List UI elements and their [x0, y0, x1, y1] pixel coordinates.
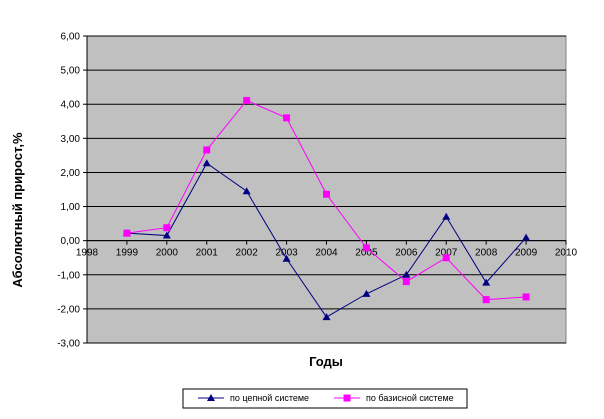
x-tick-label: 1999 — [116, 248, 139, 259]
data-point — [283, 114, 291, 122]
y-tick-label: 3,00 — [61, 134, 81, 145]
x-tick-label: 2002 — [236, 248, 259, 259]
x-tick-label: 2009 — [515, 248, 538, 259]
y-tick-labels: 6,00 5,00 4,00 3,00 2,00 1,00 0,00 -1,00 -2,00 -3… — [57, 32, 80, 350]
x-tick-labels: 1998 1999 2000 2001 2002 2003 2004 2005 2006 2007… — [76, 248, 578, 259]
data-point — [162, 231, 171, 239]
legend-label: по базисной системе — [366, 393, 454, 403]
axes — [83, 35, 567, 344]
y-axis-title: Абсолютный прирост,% — [10, 132, 25, 288]
data-point — [362, 244, 370, 252]
data-point — [402, 270, 411, 278]
x-tick-label: 2006 — [395, 248, 418, 259]
legend-box — [182, 388, 468, 409]
data-point — [123, 229, 131, 237]
legend-item-2: по базисной системе — [334, 393, 454, 403]
y-tick-label: -2,00 — [57, 304, 80, 315]
series-layer — [122, 96, 531, 321]
data-point — [362, 289, 371, 297]
data-point — [522, 233, 531, 241]
legend-items: по цепной системе по базисной системе — [198, 393, 454, 403]
y-tick-label: 5,00 — [61, 66, 81, 77]
data-point — [203, 146, 211, 154]
data-point — [163, 224, 171, 232]
data-point — [243, 96, 251, 104]
legend: по цепной системе по базисной системе — [182, 388, 468, 409]
data-point — [207, 394, 215, 401]
y-tick-label: 2,00 — [61, 168, 81, 179]
data-point — [482, 296, 490, 304]
data-point — [442, 212, 451, 220]
x-tick-label: 2004 — [315, 248, 338, 259]
x-axis-title: Годы — [309, 354, 343, 369]
y-tick-label: 6,00 — [61, 32, 81, 43]
data-point — [322, 313, 331, 321]
series-2 — [123, 96, 530, 304]
data-point — [482, 278, 491, 286]
x-tick-label: 1998 — [76, 248, 99, 259]
data-point — [282, 254, 291, 262]
legend-item-1: по цепной системе — [198, 393, 309, 403]
x-tick-label: 2001 — [196, 248, 219, 259]
legend-label: по цепной системе — [230, 393, 309, 403]
x-tick-label: 2010 — [555, 248, 578, 259]
data-point — [202, 159, 211, 167]
data-point — [442, 254, 450, 262]
x-tick-label: 2007 — [435, 248, 458, 259]
data-point — [522, 293, 530, 301]
y-tick-label: 0,00 — [61, 236, 81, 247]
x-tick-label: 2005 — [355, 248, 378, 259]
data-point — [323, 190, 330, 198]
y-tick-label: 1,00 — [61, 202, 81, 213]
data-point — [402, 278, 410, 286]
data-point — [242, 187, 251, 195]
y-tick-label: 4,00 — [61, 100, 81, 111]
y-tick-label: -1,00 — [57, 270, 80, 281]
plot-area — [86, 35, 567, 344]
x-tick-label: 2008 — [475, 248, 498, 259]
x-tick-label: 2000 — [156, 248, 179, 259]
data-point — [343, 394, 351, 402]
y-tick-label: -3,00 — [57, 339, 80, 350]
x-tick-label: 2003 — [275, 248, 298, 259]
